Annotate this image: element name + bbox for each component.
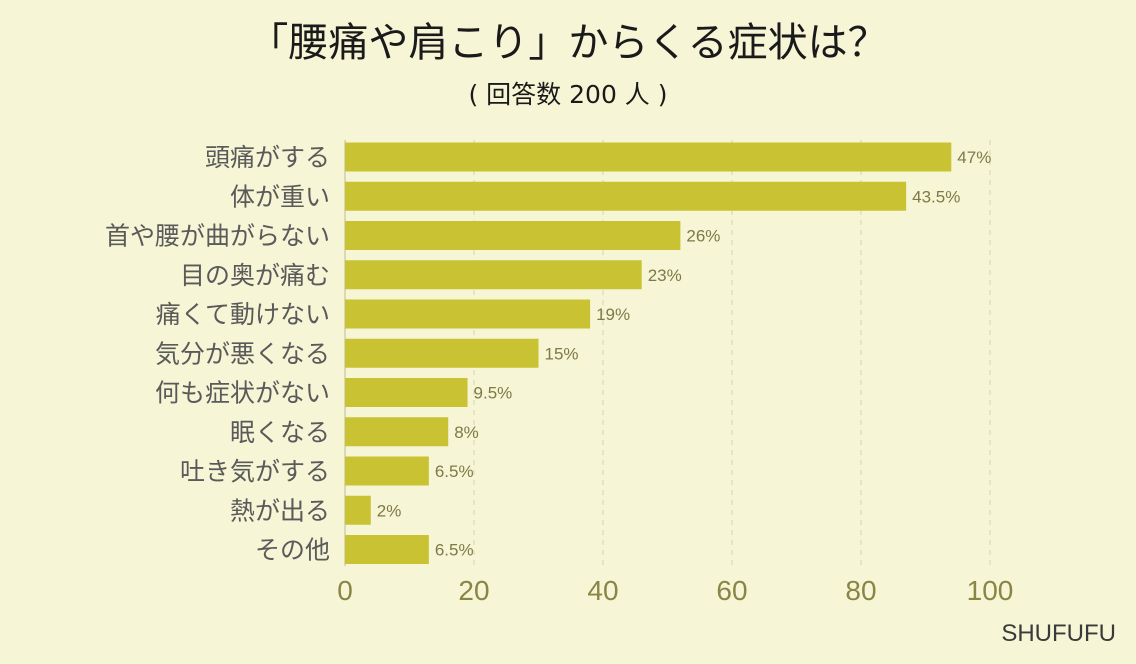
bar [345,338,539,368]
value-label: 6.5% [435,541,474,560]
category-label: その他 [255,536,330,565]
x-tick-label: 80 [845,575,876,606]
category-label: 眠くなる [230,418,330,447]
category-label: 何も症状がない [155,379,330,408]
bar [345,221,681,250]
bar [345,142,952,172]
category-label: 気分が悪くなる [155,339,330,368]
chart-title: 「腰痛や肩こり」からくる症状は？ [248,20,887,66]
value-label: 8% [454,423,479,442]
bar [345,260,642,290]
value-label: 19% [596,305,630,324]
x-tick-label: 60 [716,575,747,606]
bar [345,456,429,486]
value-label: 15% [545,344,579,363]
category-label: 目の奥が痛む [180,261,330,290]
value-label: 43.5% [912,187,960,206]
brand-logo-text: SHUFUFU [1001,620,1116,647]
value-label: 6.5% [435,462,474,481]
bar [345,299,591,329]
bar [345,378,468,407]
bar [345,417,449,447]
category-label: 首や腰が曲がらない [105,222,330,251]
x-tick-label: 40 [587,575,618,606]
category-label: 熱が出る [230,496,330,525]
bar [345,495,371,525]
category-label: 体が重い [230,182,330,211]
value-label: 9.5% [474,384,513,403]
x-tick-label: 0 [337,575,353,606]
bar [345,181,907,211]
x-tick-label: 100 [967,575,1014,606]
category-label: 痛くて動けない [156,300,330,329]
grid-layer [344,140,991,566]
value-label: 47% [957,148,991,167]
x-axis: 0 20 40 60 80 100 [337,575,1013,606]
bar [345,535,429,564]
value-label: 23% [648,266,682,285]
chart-subtitle: ( 回答数 200 人 ) [468,80,667,109]
value-label: 26% [686,227,720,246]
category-label: 頭痛がする [205,143,330,172]
bars-layer: 頭痛がする 47% 体が重い 43.5% 首や腰が曲がらない 26% 目の奥が痛む 23% 痛く… [105,142,991,565]
value-label: 2% [377,501,402,520]
category-label: 吐き気がする [180,457,330,486]
x-tick-label: 20 [458,575,489,606]
